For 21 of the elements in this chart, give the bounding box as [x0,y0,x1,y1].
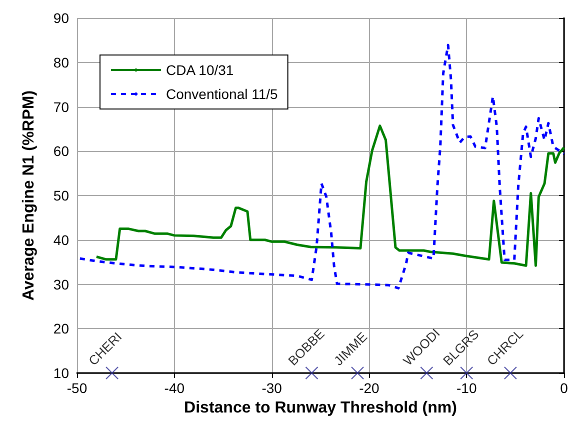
y-tick-label: 90 [53,10,70,26]
y-tick-label: 70 [53,98,70,115]
line-series [95,124,566,267]
y-axis-title: Average Engine N1 (%RPM) [20,90,38,301]
x-tick-label: -30 [262,380,282,396]
y-tick-label: 20 [53,320,70,337]
y-tick-label: 10 [53,365,70,381]
line-series [78,44,566,290]
legend-label: Conventional 11/5 [166,86,278,102]
y-tick-label: 80 [53,54,70,70]
x-tick-label: -40 [164,380,185,396]
x-tick-label: -20 [359,380,380,396]
y-tick-label: 50 [53,188,70,204]
y-tick-label: 60 [53,143,70,160]
y-tick-label: 40 [53,232,70,248]
x-axis-title: Distance to Runway Threshold (nm) [184,399,457,416]
x-tick-label: 0 [560,380,568,396]
x-tick-label: -50 [66,380,88,396]
x-tick-label: -10 [456,380,477,396]
y-tick-label: 30 [53,276,70,292]
legend-label: CDA 10/31 [166,62,234,78]
